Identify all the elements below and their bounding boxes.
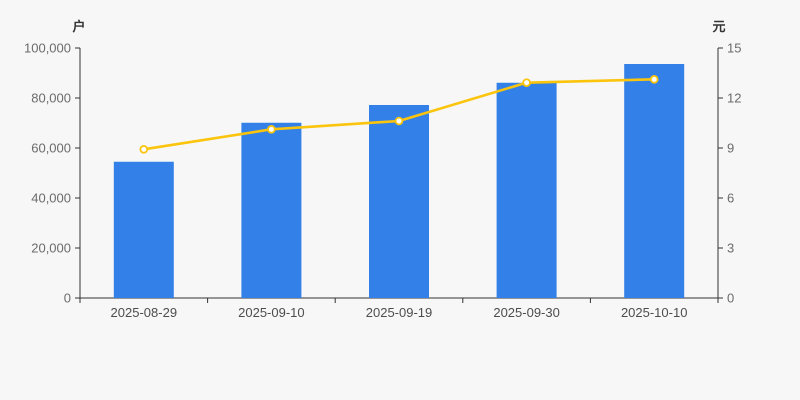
- x-axis-category-label: 2025-09-19: [366, 305, 433, 320]
- right-axis-tick-label: 9: [727, 141, 734, 156]
- left-axis-tick-label: 60,000: [31, 141, 71, 156]
- right-axis-tick-label: 15: [727, 41, 741, 56]
- line-point-2025-10-10[interactable]: [649, 75, 659, 84]
- right-axis-unit-label: 元: [712, 19, 726, 34]
- x-axis-category-label: 2025-08-29: [111, 305, 178, 320]
- right-axis-tick-label: 0: [727, 291, 734, 306]
- x-axis-category-label: 2025-09-30: [493, 305, 560, 320]
- line-point-2025-09-10[interactable]: [267, 125, 276, 134]
- line-point-2025-08-29[interactable]: [139, 145, 149, 154]
- left-axis-tick-label: 0: [64, 291, 71, 306]
- bar-2025-09-19[interactable]: [369, 105, 429, 298]
- left-axis-tick-label: 40,000: [31, 191, 71, 206]
- line-point-2025-09-19[interactable]: [394, 116, 404, 126]
- bar-2025-09-10[interactable]: [241, 122, 302, 298]
- bar-2025-08-29[interactable]: [113, 161, 174, 298]
- x-axis-category-label: 2025-09-10: [238, 305, 305, 320]
- left-axis-tick-label: 100,000: [24, 41, 71, 56]
- bar-2025-10-10[interactable]: [624, 64, 685, 298]
- right-axis-tick-label: 12: [727, 91, 741, 106]
- left-axis-unit-label: 户: [72, 19, 86, 34]
- left-axis-tick-label: 80,000: [31, 91, 71, 106]
- line-point-2025-09-30[interactable]: [522, 78, 531, 87]
- x-axis-category-label: 2025-10-10: [621, 305, 688, 320]
- right-axis-tick-label: 6: [727, 191, 734, 206]
- bar-2025-09-30[interactable]: [496, 82, 557, 298]
- right-axis-tick-label: 3: [727, 241, 734, 256]
- left-axis-tick-label: 20,000: [31, 241, 71, 256]
